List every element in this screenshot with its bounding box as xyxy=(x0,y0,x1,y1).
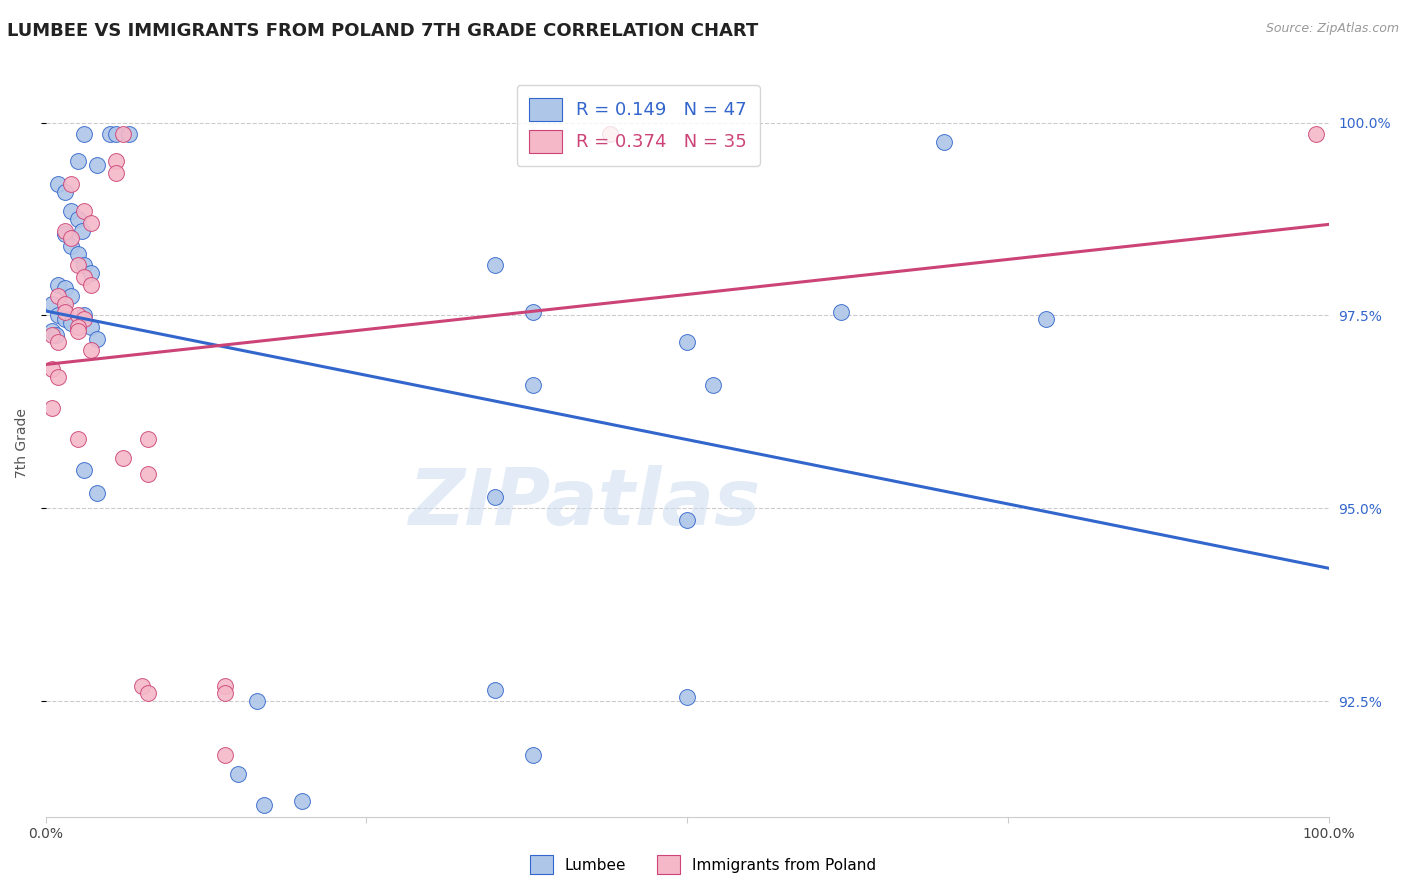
Text: LUMBEE VS IMMIGRANTS FROM POLAND 7TH GRADE CORRELATION CHART: LUMBEE VS IMMIGRANTS FROM POLAND 7TH GRA… xyxy=(7,22,758,40)
Point xyxy=(48,309,70,323)
Point xyxy=(70,223,93,237)
Point xyxy=(253,798,276,813)
Point xyxy=(66,309,89,323)
Point xyxy=(111,451,134,466)
Point xyxy=(41,362,63,376)
Point xyxy=(79,343,101,358)
Point xyxy=(66,246,89,260)
Point xyxy=(98,127,121,141)
Point xyxy=(79,277,101,292)
Point xyxy=(214,748,236,763)
Point xyxy=(291,795,314,809)
Point xyxy=(932,135,955,149)
Point xyxy=(1305,127,1327,141)
Point xyxy=(131,679,153,693)
Point xyxy=(66,258,89,272)
Point xyxy=(1035,312,1057,326)
Point xyxy=(41,324,63,338)
Y-axis label: 7th Grade: 7th Grade xyxy=(15,408,30,477)
Point xyxy=(60,316,83,330)
Point xyxy=(214,686,236,700)
Point xyxy=(86,158,108,172)
Point xyxy=(60,178,83,192)
Point xyxy=(60,204,83,219)
Point xyxy=(105,154,128,169)
Point xyxy=(53,304,76,318)
Point xyxy=(48,289,70,303)
Point xyxy=(73,309,96,323)
Point xyxy=(60,239,83,253)
Point xyxy=(86,332,108,346)
Text: Source: ZipAtlas.com: Source: ZipAtlas.com xyxy=(1265,22,1399,36)
Point xyxy=(702,377,724,392)
Point xyxy=(45,327,67,342)
Point xyxy=(41,327,63,342)
Point xyxy=(73,204,96,219)
Point xyxy=(676,513,699,527)
Point xyxy=(136,467,159,481)
Point xyxy=(484,490,506,504)
Point xyxy=(86,486,108,500)
Legend: R = 0.149   N = 47, R = 0.374   N = 35: R = 0.149 N = 47, R = 0.374 N = 35 xyxy=(516,85,759,166)
Text: ZIPatlas: ZIPatlas xyxy=(408,465,761,541)
Point xyxy=(53,223,76,237)
Point xyxy=(73,463,96,477)
Point xyxy=(79,320,101,334)
Point xyxy=(522,748,544,763)
Point xyxy=(66,154,89,169)
Point xyxy=(105,166,128,180)
Point xyxy=(60,289,83,303)
Point xyxy=(226,767,249,781)
Point xyxy=(676,335,699,350)
Point xyxy=(118,127,141,141)
Point xyxy=(484,682,506,697)
Point xyxy=(66,324,89,338)
Point xyxy=(66,320,89,334)
Point xyxy=(53,312,76,326)
Point xyxy=(111,127,134,141)
Point xyxy=(484,258,506,272)
Point xyxy=(214,679,236,693)
Point xyxy=(48,370,70,384)
Point xyxy=(48,335,70,350)
Point xyxy=(41,297,63,311)
Point xyxy=(522,377,544,392)
Point xyxy=(522,304,544,318)
Point xyxy=(79,216,101,230)
Point xyxy=(676,690,699,705)
Point xyxy=(60,231,83,245)
Point xyxy=(41,401,63,415)
Point xyxy=(53,297,76,311)
Point xyxy=(66,432,89,446)
Point xyxy=(79,266,101,280)
Point xyxy=(66,211,89,226)
Point xyxy=(73,127,96,141)
Point xyxy=(48,277,70,292)
Point xyxy=(599,127,621,141)
Point xyxy=(53,185,76,199)
Point xyxy=(136,432,159,446)
Point xyxy=(53,281,76,295)
Point xyxy=(136,686,159,700)
Point xyxy=(48,178,70,192)
Point xyxy=(830,304,852,318)
Legend: Lumbee, Immigrants from Poland: Lumbee, Immigrants from Poland xyxy=(523,849,883,880)
Point xyxy=(73,269,96,284)
Point xyxy=(246,694,269,708)
Point xyxy=(53,227,76,242)
Point xyxy=(73,258,96,272)
Point xyxy=(105,127,128,141)
Point xyxy=(73,312,96,326)
